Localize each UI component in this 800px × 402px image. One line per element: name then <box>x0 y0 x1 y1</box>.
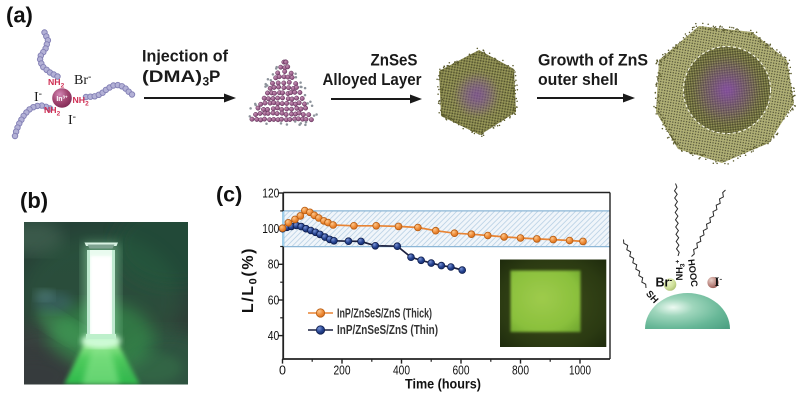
svg-text:120: 120 <box>262 186 279 200</box>
svg-text:400: 400 <box>393 364 410 378</box>
svg-text:1000: 1000 <box>569 364 591 378</box>
svg-text:60: 60 <box>268 293 280 307</box>
svg-text:I-: I- <box>715 274 723 290</box>
svg-text:600: 600 <box>453 364 470 378</box>
svg-text:(DMA): (DMA) <box>142 67 202 86</box>
svg-text:100: 100 <box>262 222 279 236</box>
svg-text:outer shell: outer shell <box>538 70 618 89</box>
svg-text:HOOC: HOOC <box>686 259 699 288</box>
svg-text:NH3+: NH3+ <box>674 260 686 281</box>
svg-text:Br-: Br- <box>656 275 673 290</box>
svg-text:Time (hours): Time (hours) <box>405 376 481 392</box>
svg-text:800: 800 <box>512 364 529 378</box>
svg-text:(c): (c) <box>216 183 242 207</box>
svg-text:Injection of: Injection of <box>142 47 228 66</box>
svg-text:Alloyed Layer: Alloyed Layer <box>323 70 422 89</box>
svg-text:Br-: Br- <box>74 72 91 89</box>
svg-text:NH2: NH2 <box>73 95 90 108</box>
svg-text:200: 200 <box>334 364 351 378</box>
svg-text:InP/ZnSeS/ZnS (Thick): InP/ZnSeS/ZnS (Thick) <box>337 307 432 321</box>
svg-text:80: 80 <box>268 258 280 272</box>
svg-text:NH2: NH2 <box>48 77 65 90</box>
svg-text:In3+: In3+ <box>56 95 68 104</box>
svg-text:L/L0(%): L/L0(%) <box>240 247 260 313</box>
svg-text:0: 0 <box>279 364 286 378</box>
svg-text:I-: I- <box>68 112 76 129</box>
svg-text:(a): (a) <box>6 3 33 28</box>
svg-text:Growth of ZnS: Growth of ZnS <box>538 51 648 70</box>
svg-text:InP/ZnSeS/ZnS (Thin): InP/ZnSeS/ZnS (Thin) <box>337 323 438 337</box>
svg-text:I-: I- <box>34 89 42 106</box>
svg-text:P: P <box>209 67 220 86</box>
svg-text:(b): (b) <box>20 188 48 213</box>
svg-text:40: 40 <box>268 329 280 343</box>
svg-text:ZnSeS: ZnSeS <box>371 51 418 70</box>
svg-text:NH2: NH2 <box>44 105 61 118</box>
svg-text:3: 3 <box>203 75 210 89</box>
